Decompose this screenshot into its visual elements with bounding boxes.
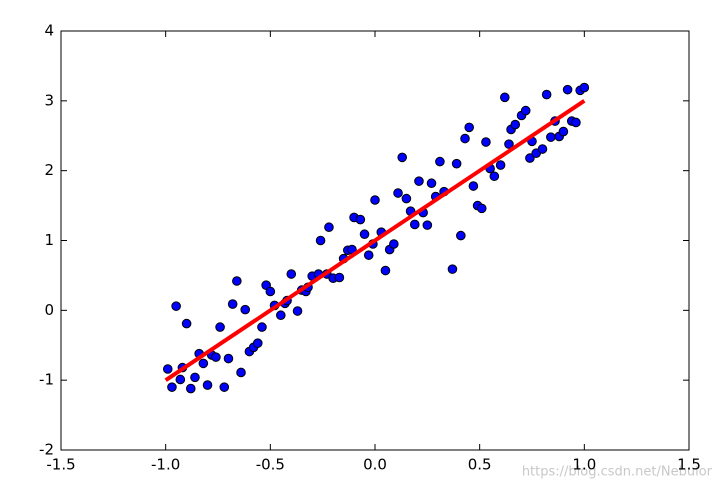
point: [414, 176, 424, 186]
point: [481, 137, 491, 147]
x-tick-label: -0.5: [256, 456, 285, 474]
y-tick-label: 1: [44, 231, 54, 249]
point: [435, 156, 445, 167]
point: [426, 178, 437, 189]
y-tick-label: 4: [44, 22, 54, 40]
x-tick-label: 0.0: [363, 456, 387, 474]
point: [510, 119, 521, 130]
point: [579, 82, 590, 93]
point: [525, 153, 535, 163]
point: [476, 203, 487, 214]
point: [181, 318, 192, 329]
watermark: https://blog.csdn.net/Nebulor: [522, 465, 713, 480]
point: [232, 276, 242, 286]
point: [359, 229, 370, 240]
plot-frame: [60, 30, 690, 451]
point: [286, 269, 297, 279]
y-tick-label: 0: [44, 301, 54, 319]
point: [447, 264, 458, 274]
point: [464, 122, 475, 133]
point: [198, 358, 209, 369]
x-tick-label: 0.5: [468, 456, 492, 474]
x-tick-label: 1.5: [677, 456, 701, 474]
point: [219, 382, 230, 392]
point: [546, 132, 556, 142]
point: [227, 299, 238, 309]
point: [401, 193, 412, 204]
point: [562, 84, 573, 95]
point: [504, 139, 514, 149]
y-tick-label: 2: [44, 161, 54, 179]
point: [315, 235, 326, 246]
y-tick-label: -2: [39, 441, 54, 459]
point: [389, 239, 399, 249]
point: [456, 230, 466, 241]
point: [185, 383, 196, 394]
point: [495, 160, 506, 170]
point: [537, 144, 548, 154]
point: [571, 117, 581, 128]
point: [380, 265, 391, 276]
x-tick-label: 1.0: [572, 456, 596, 474]
point: [541, 89, 552, 100]
x-tick-label: -1.0: [151, 456, 180, 474]
point: [489, 171, 500, 182]
point: [363, 250, 374, 260]
point: [276, 310, 286, 321]
point: [292, 306, 303, 316]
point: [520, 105, 531, 116]
point: [422, 220, 433, 230]
point: [171, 301, 181, 311]
point: [370, 195, 380, 205]
point: [190, 372, 200, 383]
point: [499, 92, 510, 103]
point: [223, 353, 234, 364]
point: [334, 272, 345, 283]
point: [236, 367, 246, 378]
point: [175, 374, 186, 385]
fit-line: [164, 99, 586, 382]
point: [211, 352, 221, 362]
point: [240, 304, 251, 315]
point: [265, 286, 276, 297]
point: [468, 181, 479, 191]
x-tick-label: -1.5: [46, 456, 75, 474]
point: [558, 126, 569, 137]
y-tick-label: -1: [39, 371, 54, 389]
point: [397, 152, 408, 163]
point: [393, 188, 403, 198]
point: [252, 338, 263, 348]
point: [409, 219, 420, 230]
point: [167, 382, 177, 392]
point: [355, 214, 366, 225]
y-tick-label: 3: [44, 91, 54, 109]
point: [451, 158, 462, 169]
point: [202, 380, 213, 390]
point: [215, 322, 225, 332]
point: [460, 133, 470, 144]
point: [324, 222, 334, 233]
point: [162, 364, 173, 374]
point: [257, 322, 267, 332]
